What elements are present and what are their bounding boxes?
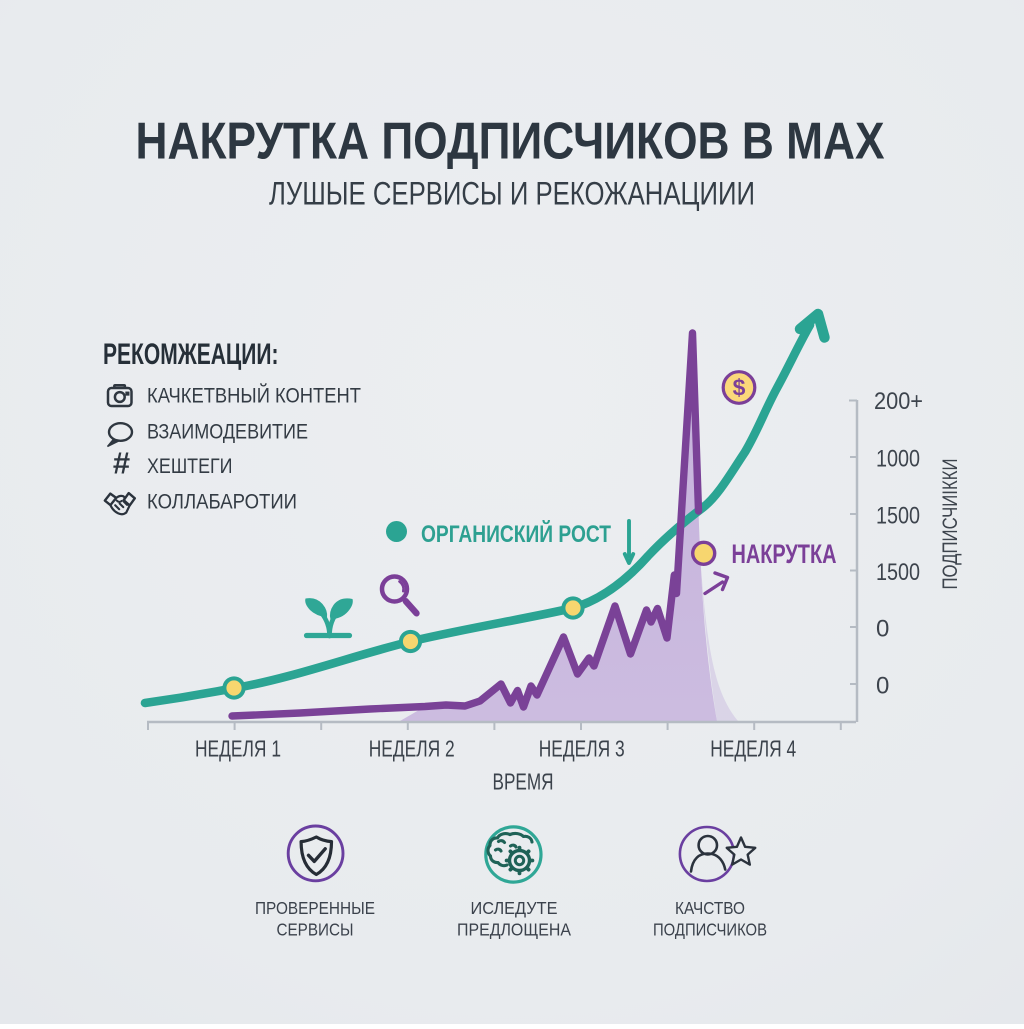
svg-text:ПОДПИСЧИІККИ: ПОДПИСЧИІККИ xyxy=(939,459,962,590)
svg-text:НЕДЕЛЯ 4: НЕДЕЛЯ 4 xyxy=(710,736,796,762)
svg-text:НЕДЕЛЯ 2: НЕДЕЛЯ 2 xyxy=(369,736,455,762)
svg-text:ИСЛЕДУТЕ: ИСЛЕДУТЕ xyxy=(471,898,558,918)
svg-text:ХЕШТЕГИ: ХЕШТЕГИ xyxy=(147,454,233,478)
svg-text:КОЛЛАБАРОТИИ: КОЛЛАБАРОТИИ xyxy=(147,490,297,514)
svg-text:НЕДЕЛЯ 3: НЕДЕЛЯ 3 xyxy=(539,736,625,762)
svg-text:КАЧСТВО: КАЧСТВО xyxy=(675,898,745,918)
svg-text:ПРОВЕРЕННЫЕ: ПРОВЕРЕННЫЕ xyxy=(255,898,375,918)
svg-text:ПРЕДЛОЩЕНА: ПРЕДЛОЩЕНА xyxy=(457,919,571,939)
svg-text:ВРЕМЯ: ВРЕМЯ xyxy=(493,769,554,795)
svg-text:1500: 1500 xyxy=(876,503,920,530)
svg-text:НАКРУТКА ПОДПИСЧИКОВ В MAX: НАКРУТКА ПОДПИСЧИКОВ В MAX xyxy=(136,113,885,171)
svg-text:РЕКОМЖЕАЦИИ:: РЕКОМЖЕАЦИИ: xyxy=(103,338,279,371)
svg-text:200+: 200+ xyxy=(874,388,923,415)
svg-text:ВЗАИМОДЕВИТИЕ: ВЗАИМОДЕВИТИЕ xyxy=(147,420,308,444)
svg-text:$: $ xyxy=(733,375,746,401)
svg-text:ОРГАНИСКИЙ РОСТ: ОРГАНИСКИЙ РОСТ xyxy=(421,520,611,548)
svg-text:0: 0 xyxy=(876,673,889,700)
svg-text:1500: 1500 xyxy=(876,559,920,586)
svg-text:#: # xyxy=(113,446,130,481)
svg-text:СЕРВИСЫ: СЕРВИСЫ xyxy=(277,919,354,939)
svg-text:1000: 1000 xyxy=(876,446,920,473)
svg-text:ПОДПИСЧИКОВ: ПОДПИСЧИКОВ xyxy=(653,919,767,939)
svg-text:НАКРУТКА: НАКРУТКА xyxy=(732,539,837,569)
svg-text:КАЧКЕТВНЫЙ КОНТЕНТ: КАЧКЕТВНЫЙ КОНТЕНТ xyxy=(147,383,361,408)
svg-text:НЕДЕЛЯ 1: НЕДЕЛЯ 1 xyxy=(195,736,281,762)
svg-text:ЛУШЫЕ СЕРВИСЫ И РЕКОЖАНАЦИИИ: ЛУШЫЕ СЕРВИСЫ И РЕКОЖАНАЦИИИ xyxy=(269,176,755,212)
svg-text:0: 0 xyxy=(876,616,889,643)
